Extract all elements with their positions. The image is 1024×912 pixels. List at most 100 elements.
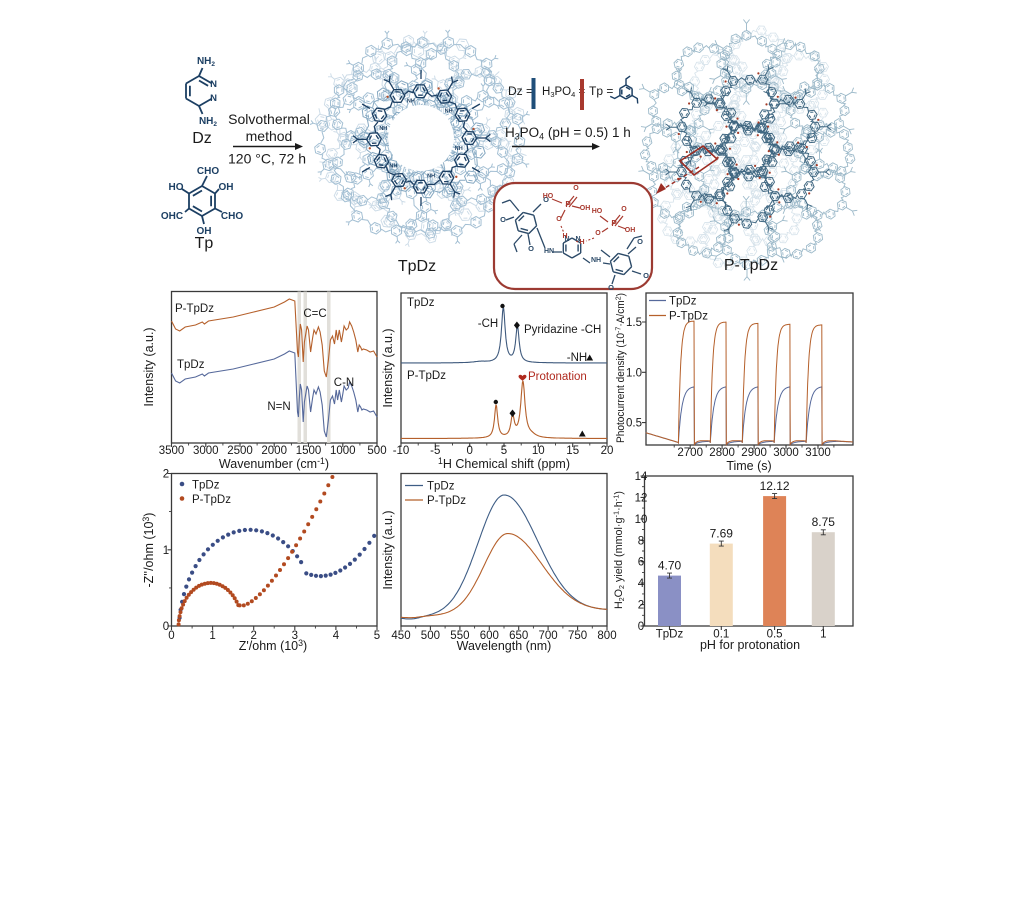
- svg-text:N: N: [210, 79, 217, 90]
- svg-text:1: 1: [820, 629, 826, 641]
- svg-text:6: 6: [638, 557, 644, 569]
- svg-text:700: 700: [539, 630, 558, 642]
- svg-text:450: 450: [391, 630, 410, 642]
- svg-text:Time (s): Time (s): [726, 459, 771, 473]
- svg-text:P-TpDz: P-TpDz: [427, 495, 466, 507]
- svg-text:650: 650: [509, 630, 528, 642]
- svg-text:0.5: 0.5: [626, 418, 642, 430]
- svg-text:Wavelength (nm): Wavelength (nm): [457, 639, 552, 653]
- svg-text:14: 14: [635, 471, 648, 483]
- svg-text:Solvothermal: Solvothermal: [228, 111, 310, 127]
- svg-text:2500: 2500: [227, 445, 253, 457]
- svg-text:Dz: Dz: [192, 130, 212, 147]
- svg-text:2900: 2900: [741, 447, 767, 459]
- svg-text:8: 8: [638, 535, 644, 547]
- svg-text:2800: 2800: [709, 447, 735, 459]
- svg-text:120 °C, 72 h: 120 °C, 72 h: [228, 151, 306, 167]
- svg-text:3000: 3000: [773, 447, 799, 459]
- svg-text:550: 550: [450, 630, 469, 642]
- svg-text:2000: 2000: [261, 445, 287, 457]
- svg-text:0.5: 0.5: [767, 629, 783, 641]
- svg-text:0: 0: [466, 445, 472, 457]
- svg-text:Wavenumber (cm-1): Wavenumber (cm-1): [219, 456, 329, 471]
- svg-text:500: 500: [421, 630, 440, 642]
- svg-text:O: O: [573, 185, 579, 192]
- svg-text:2: 2: [163, 469, 169, 481]
- svg-text:1: 1: [163, 545, 169, 557]
- svg-text:Photocurrent density (10-7·A/c: Photocurrent density (10-7·A/cm2): [613, 293, 627, 443]
- svg-text:Dz =: Dz =: [508, 84, 533, 98]
- svg-text:O: O: [608, 283, 614, 292]
- svg-text:7.69: 7.69: [710, 527, 734, 541]
- svg-text:HO: HO: [592, 208, 603, 215]
- svg-text:N: N: [210, 93, 217, 104]
- svg-text:12: 12: [635, 492, 648, 504]
- svg-text:HN: HN: [544, 248, 554, 255]
- svg-text:5: 5: [374, 630, 380, 642]
- svg-text:NH: NH: [427, 174, 435, 180]
- svg-text:Z'/ohm (103): Z'/ohm (103): [239, 638, 307, 653]
- svg-text:O: O: [595, 230, 601, 237]
- svg-text:0: 0: [638, 621, 644, 633]
- svg-text:O: O: [621, 206, 627, 213]
- svg-text:P-TpDz: P-TpDz: [192, 494, 231, 506]
- svg-text:P-TpDz: P-TpDz: [407, 370, 446, 382]
- svg-text:Tp =: Tp =: [589, 84, 613, 98]
- svg-text:-5: -5: [430, 445, 440, 457]
- svg-text:800: 800: [597, 630, 616, 642]
- svg-text:method: method: [246, 128, 293, 144]
- svg-text:-10: -10: [393, 445, 410, 457]
- svg-text:H: H: [562, 233, 567, 240]
- svg-text:Intensity (a.u.): Intensity (a.u.): [381, 328, 395, 407]
- svg-text:N=N: N=N: [267, 401, 290, 413]
- svg-text:TpDz: TpDz: [427, 481, 455, 493]
- svg-text:8.75: 8.75: [812, 515, 836, 529]
- svg-text:15: 15: [566, 445, 579, 457]
- svg-text:O: O: [637, 237, 643, 246]
- svg-text:2700: 2700: [677, 447, 703, 459]
- svg-text:2: 2: [250, 630, 256, 642]
- svg-text:Tp: Tp: [195, 235, 214, 252]
- svg-text:O: O: [556, 216, 562, 223]
- svg-text:H3PO4 (pH = 0.5) 1 h: H3PO4 (pH = 0.5) 1 h: [505, 125, 631, 141]
- svg-text:1000: 1000: [330, 445, 356, 457]
- svg-text:P-TpDz: P-TpDz: [724, 257, 778, 274]
- svg-text:Intensity (a.u.): Intensity (a.u.): [142, 327, 156, 406]
- svg-text:10: 10: [635, 514, 648, 526]
- svg-text:P-TpDz: P-TpDz: [175, 303, 214, 315]
- svg-text:Pyridazine -CH: Pyridazine -CH: [524, 324, 601, 336]
- svg-text:TpDz: TpDz: [192, 480, 220, 492]
- svg-text:1H Chemical shift (ppm): 1H Chemical shift (ppm): [438, 456, 570, 471]
- svg-text:O: O: [643, 271, 649, 280]
- svg-text:N: N: [575, 236, 580, 243]
- svg-text:O: O: [528, 244, 534, 253]
- svg-text:O: O: [543, 195, 549, 204]
- svg-text:0: 0: [168, 630, 174, 642]
- svg-text:TpDz: TpDz: [407, 297, 435, 309]
- svg-text:OH: OH: [197, 226, 212, 237]
- svg-text:O: O: [500, 215, 506, 224]
- svg-text:OH: OH: [219, 182, 234, 193]
- svg-text:NH: NH: [389, 164, 397, 170]
- svg-text:OHC: OHC: [161, 211, 183, 222]
- svg-text:4: 4: [638, 578, 645, 590]
- svg-text:750: 750: [568, 630, 587, 642]
- svg-text:3500: 3500: [159, 445, 185, 457]
- svg-text:P-TpDz: P-TpDz: [669, 311, 708, 323]
- svg-text:20: 20: [601, 445, 614, 457]
- svg-text:5: 5: [501, 445, 507, 457]
- svg-text:CHO: CHO: [197, 166, 219, 177]
- svg-text:HO: HO: [169, 182, 184, 193]
- svg-text:P: P: [565, 200, 571, 209]
- svg-text:CHO: CHO: [221, 211, 243, 222]
- svg-text:1.5: 1.5: [626, 317, 642, 329]
- svg-text:TpDz: TpDz: [656, 629, 684, 641]
- svg-text:OH: OH: [580, 205, 591, 212]
- svg-text:12.12: 12.12: [760, 479, 790, 493]
- svg-text:3000: 3000: [193, 445, 219, 457]
- svg-text:2: 2: [638, 600, 644, 612]
- svg-text:-Z''/ohm (103): -Z''/ohm (103): [141, 513, 156, 588]
- svg-text:NH2: NH2: [199, 116, 217, 128]
- svg-text:NH2: NH2: [197, 56, 215, 68]
- svg-text:4: 4: [333, 630, 340, 642]
